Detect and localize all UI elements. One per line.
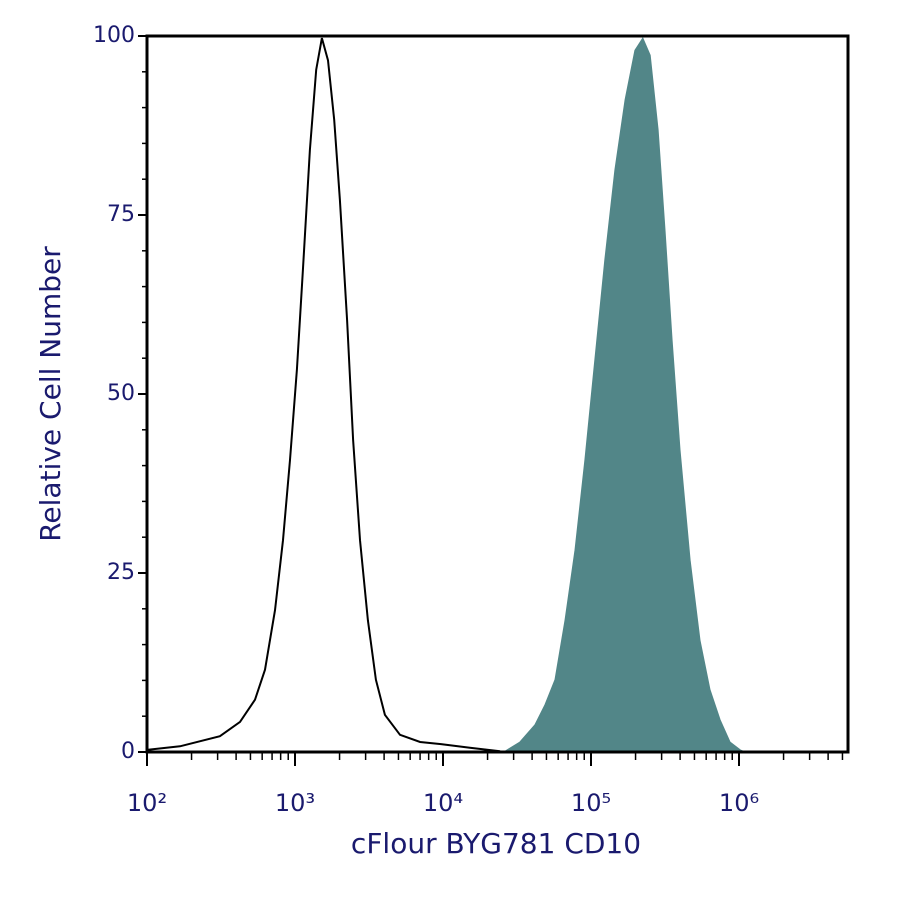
y-tick-label: 100 xyxy=(93,23,135,48)
plot-frame xyxy=(145,34,850,754)
y-tick-label: 0 xyxy=(121,739,135,764)
x-tick-label: 10² xyxy=(127,789,167,817)
histogram-area xyxy=(504,37,746,753)
y-axis-label: Relative Cell Number xyxy=(34,246,67,542)
histogram-line xyxy=(146,37,501,753)
y-tick-label: 25 xyxy=(107,560,135,585)
x-tick-label: 10³ xyxy=(275,789,315,817)
y-tick-label: 75 xyxy=(107,202,135,227)
x-tick-label: 10⁴ xyxy=(423,789,463,817)
x-axis-label: cFlour BYG781 CD10 xyxy=(351,827,641,860)
y-tick-label: 50 xyxy=(107,381,135,406)
x-tick-label: 10⁶ xyxy=(719,789,759,817)
x-tick-label: 10⁵ xyxy=(571,789,611,817)
